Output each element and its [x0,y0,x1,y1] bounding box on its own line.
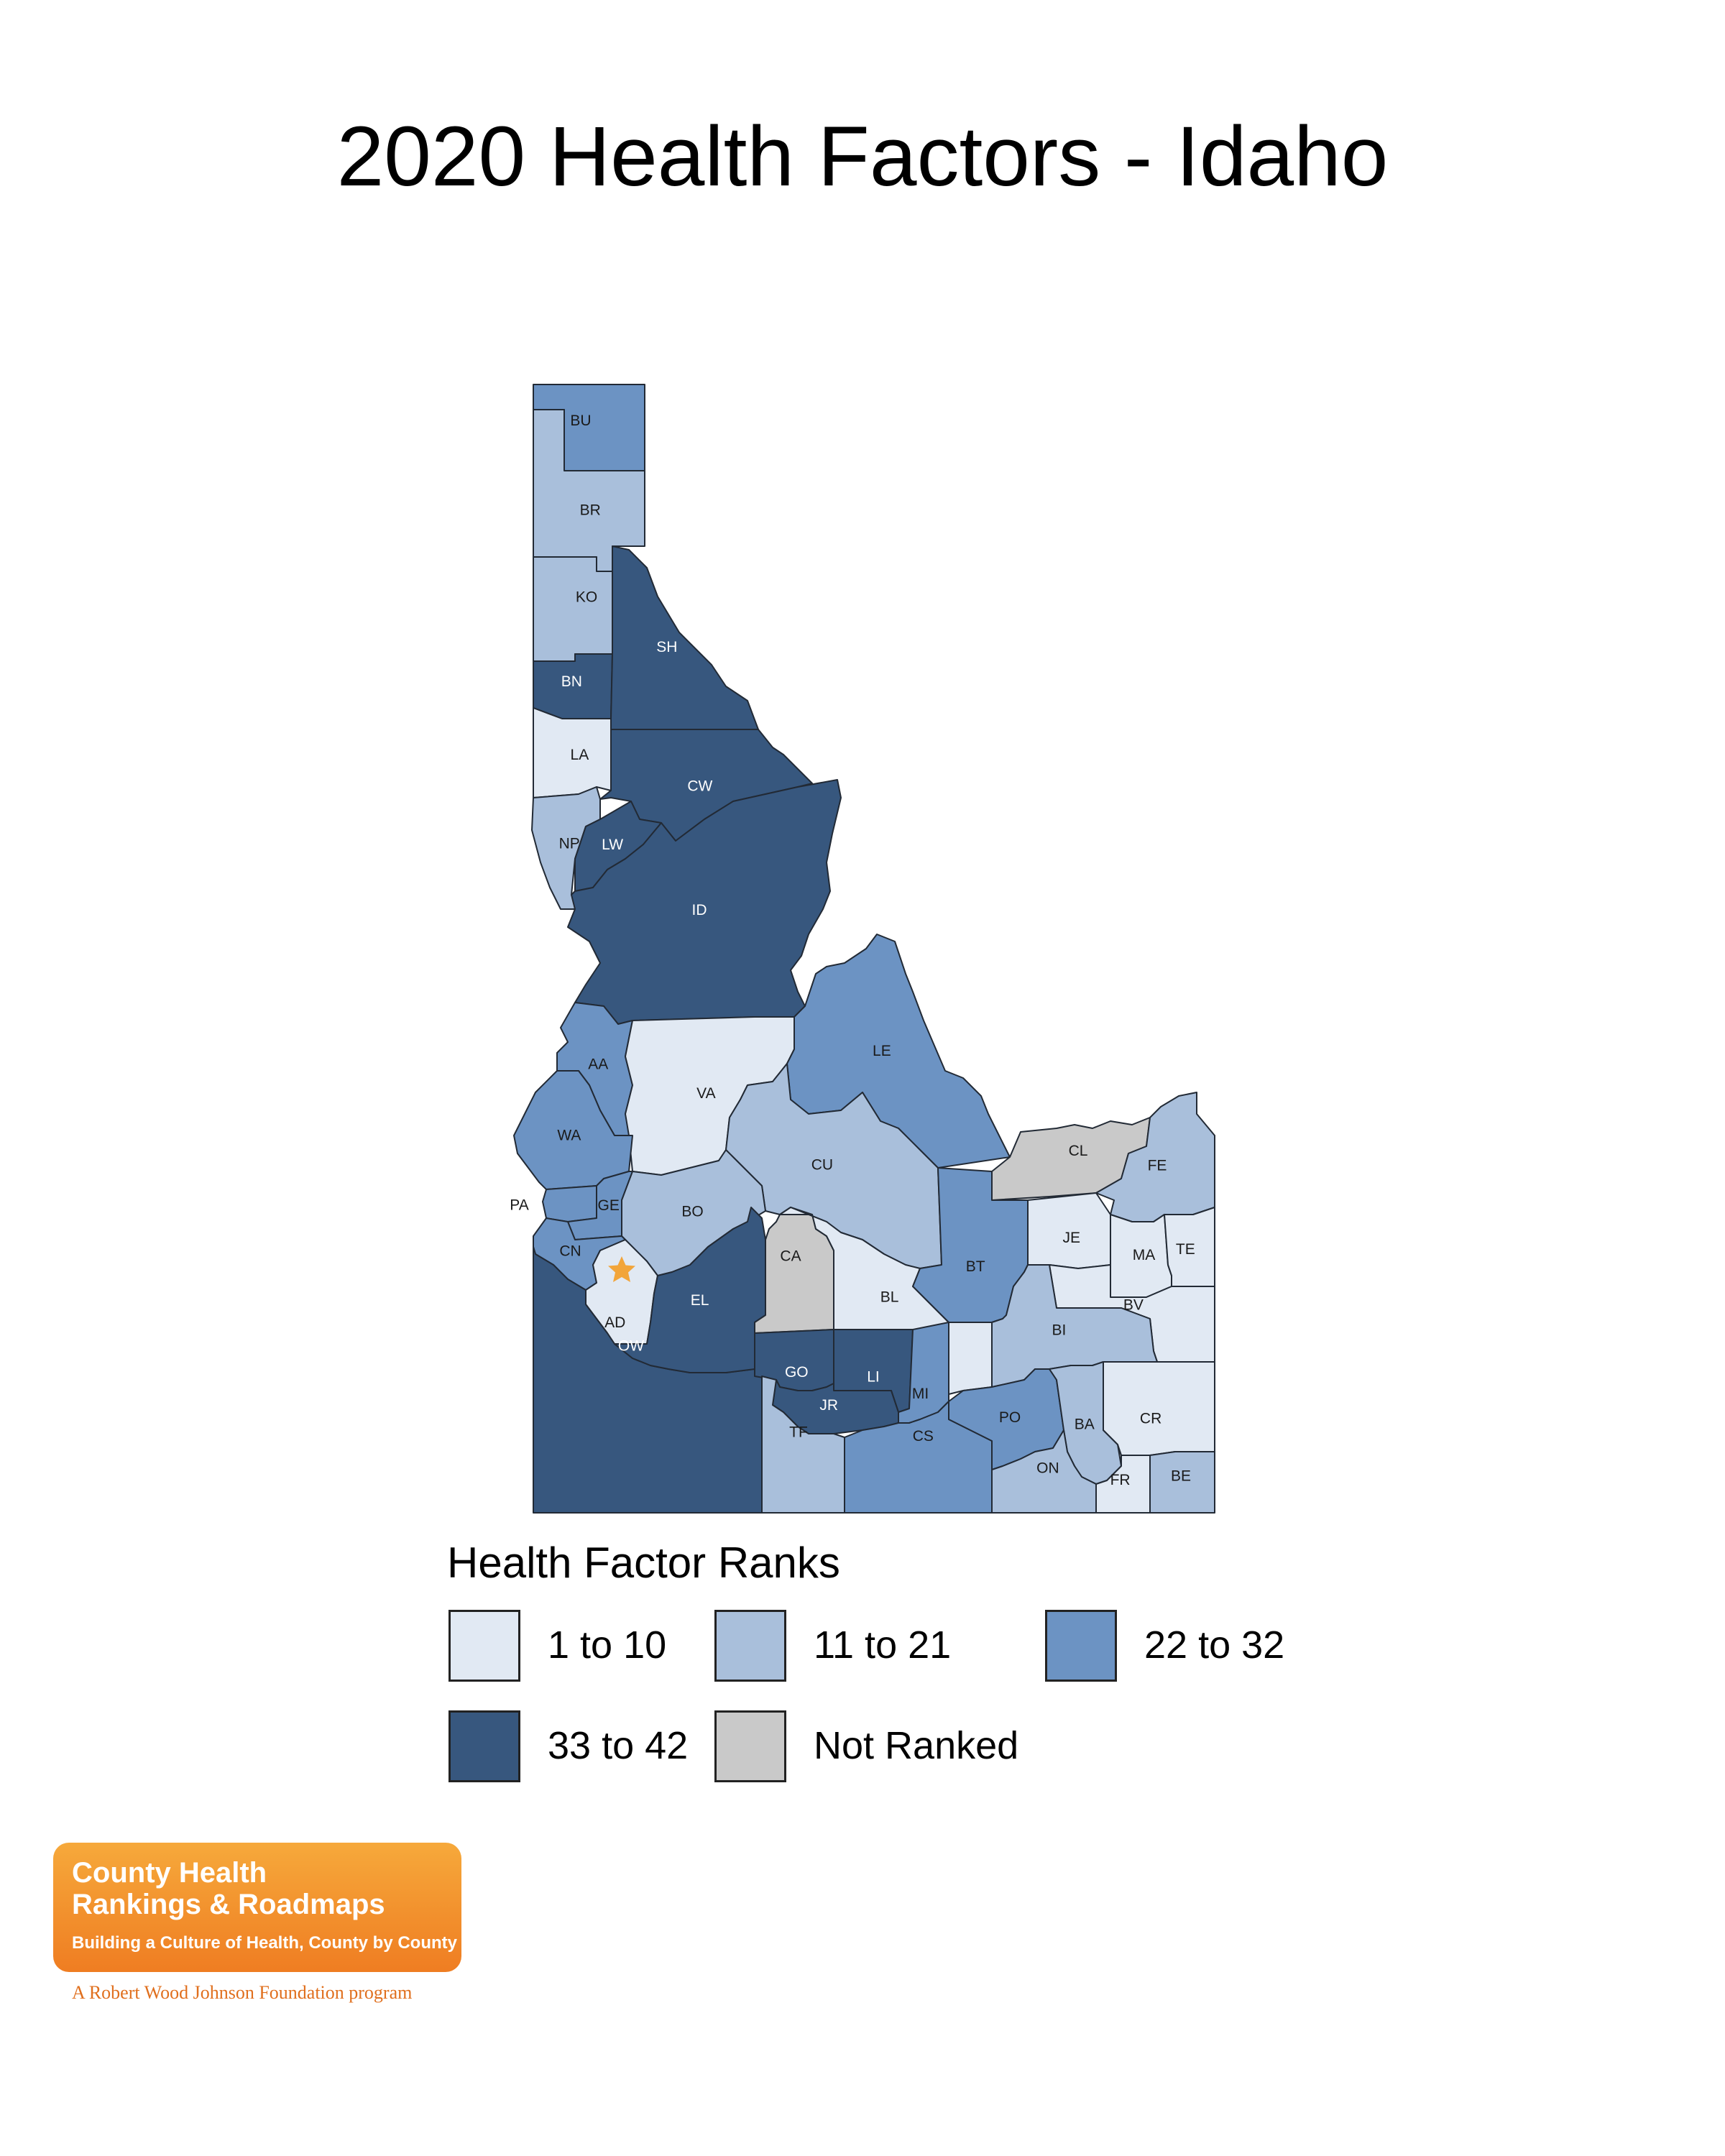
county-label-cn: CN [559,1243,581,1259]
county-label-aa: AA [588,1056,608,1072]
legend-label: 11 to 21 [814,1623,952,1667]
county-label-li: LI [867,1369,880,1386]
legend-title: Health Factor Ranks [447,1539,840,1587]
logo-subtitle: A Robert Wood Johnson Foundation program [72,1982,413,2003]
legend-swatch [448,1610,520,1682]
county-label-el: EL [691,1292,709,1309]
county-label-ma: MA [1133,1247,1156,1263]
county-PA[interactable] [542,1185,597,1222]
county-label-bt: BT [966,1258,985,1275]
logo-line-2: Rankings & Roadmaps [72,1889,385,1920]
legend-swatch [714,1710,786,1782]
county-label-np: NP [559,835,580,852]
county-label-bn: BN [561,673,582,690]
county-label-bo: BO [681,1204,703,1220]
county-label-cr: CR [1140,1411,1162,1427]
county-label-mi: MI [912,1386,929,1402]
county-CR[interactable] [1103,1361,1215,1456]
county-label-te: TE [1176,1241,1195,1258]
county-label-bl: BL [880,1289,899,1306]
logo-line-1: County Health [72,1857,267,1889]
county-label-je: JE [1062,1230,1080,1246]
county-label-id: ID [692,902,707,918]
county-label-ad: AD [604,1314,625,1331]
county-label-va: VA [696,1085,715,1102]
county-label-fe: FE [1148,1157,1167,1174]
legend-label: 33 to 42 [548,1724,689,1767]
legend-swatch [1045,1610,1117,1682]
county-label-cs: CS [913,1428,934,1445]
legend-label: 1 to 10 [548,1623,667,1667]
county-label-lw: LW [602,837,623,853]
legend-label: 22 to 32 [1144,1623,1285,1667]
county-label-br: BR [580,502,601,519]
legend-label: Not Ranked [814,1724,1019,1767]
county-label-bi: BI [1052,1322,1066,1339]
chrr-logo: County Health Rankings & Roadmaps Buildi… [53,1843,461,1972]
county-label-sh: SH [656,639,677,655]
county-label-jr: JR [819,1397,838,1414]
county-label-ba: BA [1075,1416,1095,1433]
county-label-cu: CU [811,1156,833,1173]
star-icon [608,1256,635,1282]
county-label-cl: CL [1069,1143,1088,1159]
county-label-le: LE [873,1043,891,1059]
county-label-ge: GE [598,1197,620,1214]
county-label-la: LA [571,747,589,763]
county-TF[interactable] [761,1376,845,1514]
logo-tagline: Building a Culture of Health, County by … [72,1933,457,1953]
county-BE[interactable] [1149,1451,1215,1514]
county-label-tf: TF [789,1424,808,1441]
legend-swatch [714,1610,786,1682]
county-label-ca: CA [780,1248,801,1265]
county-label-cw: CW [687,778,712,795]
idaho-county-map: BU BR KO BN SH LA CW NP LW ID AA VA LE WA CU CL FE PA GE BO… [510,384,1215,1514]
county-label-pa: PA [510,1197,528,1213]
county-label-po: PO [999,1409,1021,1426]
county-label-ow: OW [618,1338,644,1355]
county-NP[interactable] [531,786,601,910]
county-label-fr: FR [1110,1472,1131,1488]
county-label-be: BE [1171,1468,1191,1485]
county-label-on: ON [1036,1460,1059,1477]
county-label-go: GO [785,1364,809,1381]
page-title: 2020 Health Factors - Idaho [336,109,1389,204]
county-label-ko: KO [576,589,597,606]
county-label-bv: BV [1123,1296,1144,1313]
county-SH[interactable] [610,545,759,730]
legend-swatch [448,1710,520,1782]
county-label-layer: BU BR KO BN SH LA CW NP LW ID AA VA LE WA CU CL FE PA GE BO… [510,413,1195,1488]
county-FR[interactable] [1095,1455,1151,1514]
county-label-wa: WA [557,1127,581,1143]
county-label-bu: BU [570,413,591,429]
